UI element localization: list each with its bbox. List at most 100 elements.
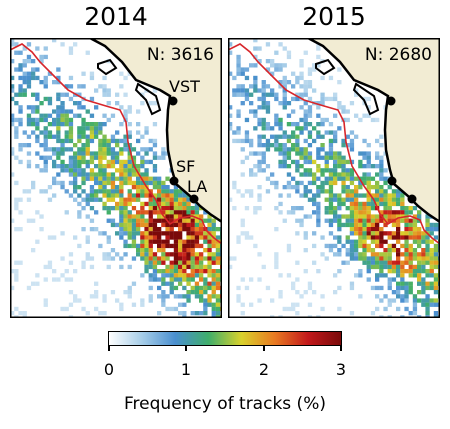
density-cell	[337, 164, 342, 169]
density-cell	[144, 252, 149, 257]
density-cell	[178, 277, 183, 282]
density-cell	[31, 180, 36, 186]
density-cell	[106, 176, 111, 181]
density-cell	[244, 92, 250, 97]
density-cell	[345, 189, 350, 194]
density-cell	[429, 260, 434, 265]
density-cell	[35, 122, 40, 127]
density-cell	[119, 264, 124, 270]
density-cell	[152, 252, 158, 257]
density-cell	[257, 143, 262, 148]
density-cell	[35, 109, 40, 114]
density-cell	[286, 101, 292, 106]
density-cell	[396, 235, 401, 240]
density-cell	[379, 264, 384, 270]
density-cell	[73, 176, 78, 181]
density-cell	[127, 159, 132, 165]
density-cell	[173, 197, 179, 202]
density-cell	[366, 159, 371, 165]
density-cell	[140, 159, 145, 165]
density-cell	[341, 176, 346, 181]
density-cell	[404, 269, 409, 274]
density-cell	[52, 164, 57, 169]
density-cell	[140, 134, 145, 139]
density-cell	[412, 206, 418, 211]
density-cell	[144, 159, 149, 165]
density-cell	[375, 189, 380, 194]
density-cell	[282, 84, 287, 89]
density-cell	[169, 222, 174, 228]
density-cell	[253, 88, 258, 93]
density-cell	[375, 264, 380, 270]
density-cell	[68, 290, 74, 295]
density-cell	[26, 54, 32, 60]
density-cell	[379, 239, 384, 244]
density-cell	[31, 105, 36, 110]
density-cell	[328, 122, 334, 127]
density-cell	[244, 117, 250, 123]
density-cell	[178, 235, 183, 240]
density-cell	[383, 306, 388, 312]
density-cell	[253, 210, 258, 215]
density-cell	[169, 290, 174, 295]
density-cell	[10, 113, 15, 118]
density-cell	[52, 180, 57, 186]
track-count-label: N: 3616	[146, 45, 214, 65]
density-cell	[417, 252, 422, 257]
density-cell	[182, 260, 187, 265]
density-cell	[119, 206, 124, 211]
density-cell	[404, 235, 409, 240]
density-cell	[286, 248, 292, 253]
density-cell	[81, 105, 86, 110]
density-cell	[328, 248, 334, 253]
density-cell	[253, 80, 258, 85]
density-cell	[295, 134, 300, 139]
density-cell	[182, 311, 187, 316]
density-cell	[178, 206, 183, 211]
colorbar	[108, 331, 342, 346]
density-cell	[408, 206, 413, 211]
density-cell	[85, 151, 90, 156]
density-cell	[396, 294, 401, 299]
density-cell	[152, 239, 158, 244]
density-cell	[102, 256, 107, 261]
density-cell	[400, 294, 405, 299]
density-cell	[85, 235, 90, 240]
density-cell	[282, 159, 287, 165]
density-cell	[249, 84, 254, 89]
density-cell	[43, 155, 48, 160]
density-cell	[417, 243, 422, 249]
density-cell	[173, 185, 179, 190]
density-cell	[123, 172, 128, 177]
density-cell	[68, 252, 74, 257]
density-cell	[307, 130, 313, 135]
density-cell	[199, 269, 204, 274]
density-cell	[144, 235, 149, 240]
density-cell	[274, 185, 279, 190]
density-cell	[26, 285, 32, 291]
density-cell	[31, 75, 36, 81]
density-cell	[60, 159, 65, 165]
density-cell	[157, 248, 162, 253]
density-cell	[291, 302, 296, 307]
density-cell	[383, 168, 388, 173]
density-cell	[433, 243, 439, 249]
density-cell	[433, 256, 439, 261]
density-cell	[320, 155, 325, 160]
density-cell	[429, 231, 434, 236]
density-cell	[366, 243, 371, 249]
density-cell	[236, 84, 241, 89]
density-cell	[383, 294, 388, 299]
density-cell	[333, 164, 338, 169]
density-cell	[249, 143, 254, 148]
density-cell	[173, 306, 179, 312]
density-cell	[89, 218, 95, 223]
density-cell	[119, 176, 124, 181]
density-cell	[236, 235, 241, 240]
density-cell	[286, 151, 292, 156]
density-cell	[173, 193, 179, 198]
density-cell	[333, 159, 338, 165]
density-cell	[400, 277, 405, 282]
density-cell	[316, 130, 321, 135]
density-cell	[35, 75, 40, 81]
